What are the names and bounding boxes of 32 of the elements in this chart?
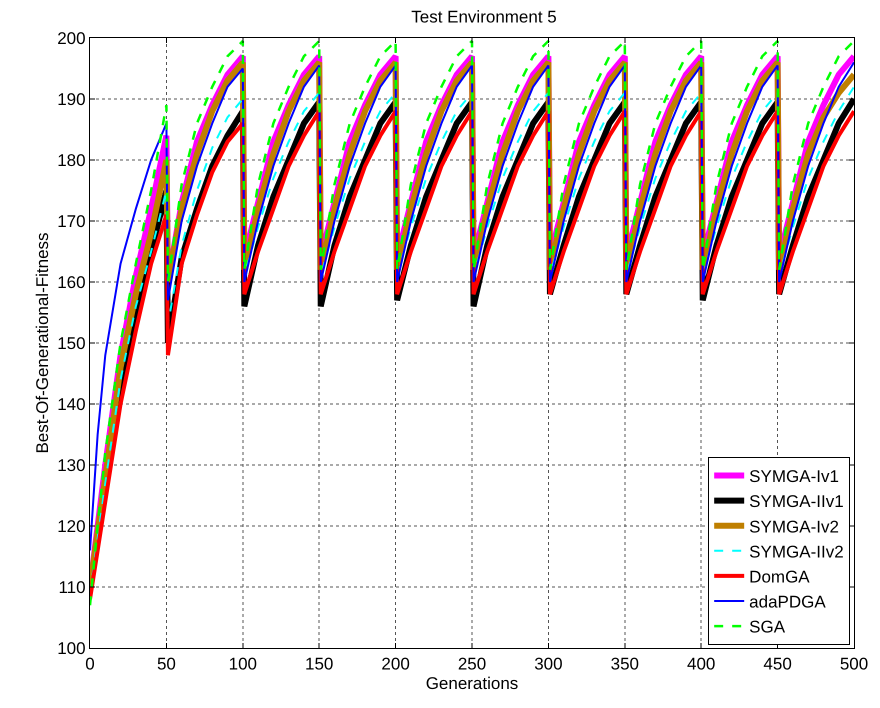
y-tick-label: 120 xyxy=(57,516,86,536)
y-tick-label: 130 xyxy=(57,456,86,475)
x-tick-label: 0 xyxy=(85,654,95,674)
chart-title: Test Environment 5 xyxy=(411,8,557,27)
y-tick-label: 100 xyxy=(57,638,86,658)
legend-label: adaPDGA xyxy=(749,592,826,612)
x-tick-label: 450 xyxy=(763,654,792,674)
y-tick-label: 160 xyxy=(57,272,86,292)
y-tick-label: 170 xyxy=(57,212,86,231)
y-tick-label: 140 xyxy=(57,394,86,414)
x-tick-label: 350 xyxy=(610,654,639,674)
legend-label: SYMGA-IIv2 xyxy=(749,542,844,562)
y-tick-label: 180 xyxy=(57,150,86,170)
x-tick-label: 400 xyxy=(687,654,716,674)
x-tick-label: 250 xyxy=(458,654,486,674)
y-tick-label: 150 xyxy=(57,334,86,353)
legend-label: SYMGA-IIv1 xyxy=(749,492,844,512)
x-tick-label: 150 xyxy=(305,654,334,674)
y-tick-label: 110 xyxy=(58,578,86,597)
x-tick-label: 50 xyxy=(156,654,176,674)
y-axis-title: Best-Of-Generational-Fitness xyxy=(32,232,52,454)
y-tick-label: 190 xyxy=(57,90,86,109)
x-tick-label: 200 xyxy=(381,654,410,674)
legend-label: DomGA xyxy=(749,568,810,587)
x-axis-title: Generations xyxy=(426,674,518,693)
legend-label: SGA xyxy=(749,618,786,637)
x-tick-label: 100 xyxy=(228,654,257,674)
legend-label: SYMGA-Iv2 xyxy=(749,517,839,536)
x-tick-label: 300 xyxy=(534,654,563,674)
x-tick-label: 500 xyxy=(840,654,868,674)
legend-label: SYMGA-Iv1 xyxy=(749,467,839,486)
y-tick-label: 200 xyxy=(57,28,86,48)
